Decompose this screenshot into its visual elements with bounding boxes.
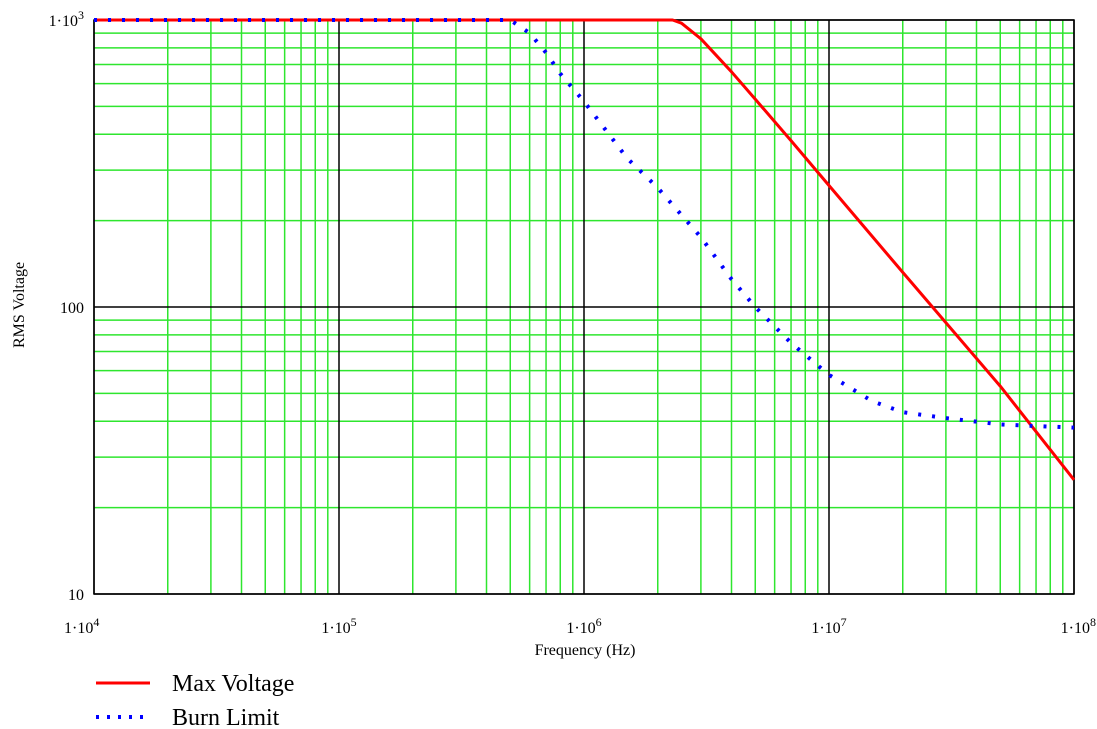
- x-tick-label: 1·108: [1061, 615, 1096, 637]
- x-tick-label: 1·105: [321, 615, 356, 637]
- y-tick-labels: 10 100 1·103: [49, 8, 84, 604]
- y-tick-label: 10: [68, 587, 84, 604]
- x-tick-label: 1·106: [566, 615, 601, 637]
- y-tick-label: 1·103: [49, 8, 84, 30]
- legend: Max Voltage Burn Limit: [96, 671, 294, 729]
- legend-label: Max Voltage: [172, 671, 294, 697]
- x-axis-label: Frequency (Hz): [535, 642, 636, 659]
- series-line-max-voltage: [94, 18, 1076, 481]
- y-tick-label: 100: [60, 300, 84, 317]
- x-tick-labels: 1·104 1·105 1·106 1·107 1·108: [64, 615, 1096, 637]
- x-tick-label: 1·104: [64, 615, 99, 637]
- y-axis-label: RMS Voltage: [11, 262, 28, 348]
- series-layer: [94, 18, 1076, 481]
- legend-label: Burn Limit: [172, 705, 280, 729]
- x-tick-label: 1·107: [811, 615, 846, 637]
